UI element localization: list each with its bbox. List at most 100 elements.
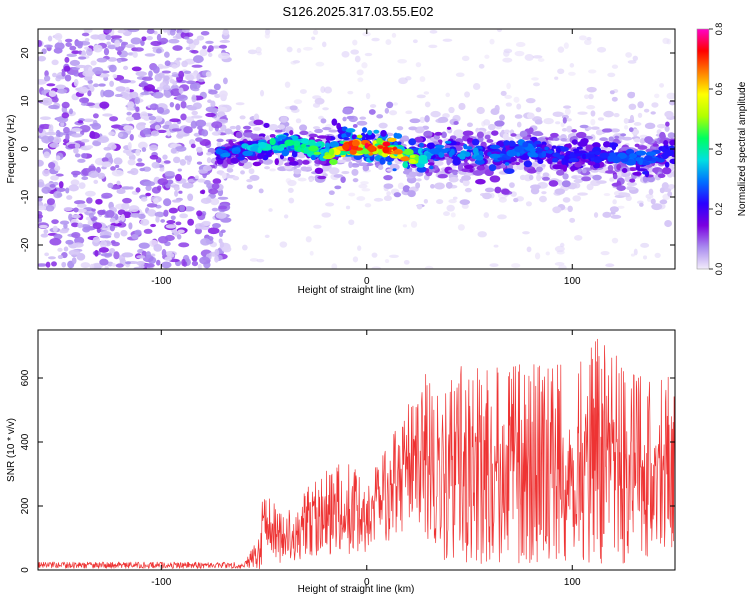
spectrogram-noise-blob: [187, 155, 192, 163]
spectrogram-signal-blob: [384, 107, 390, 114]
spectrogram-signal-blob: [603, 110, 614, 118]
spectrogram-noise-blob: [191, 115, 203, 119]
spectrogram-signal-blob: [367, 145, 376, 153]
spectrogram-noise-blob: [76, 208, 87, 213]
spectrogram-noise-blob: [163, 198, 172, 207]
spectrogram-noise-blob: [161, 70, 171, 74]
spectrogram-signal-blob: [607, 164, 614, 172]
spectrogram-signal-blob: [312, 126, 320, 130]
spectrogram-noise-blob: [154, 211, 165, 218]
spectrogram-noise-blob: [442, 38, 453, 42]
spectrogram-noise-blob: [140, 196, 148, 202]
spectrogram-signal-blob: [614, 135, 620, 139]
spectrogram-noise-blob: [356, 69, 364, 76]
spectrogram-noise-blob: [137, 141, 148, 150]
spectrogram-noise-blob: [360, 181, 369, 185]
spectrogram-noise-blob: [56, 193, 63, 198]
spectrogram-noise-blob: [568, 71, 576, 76]
spectrogram-noise-blob: [49, 142, 60, 148]
spectrogram-signal-blob: [519, 174, 526, 181]
spectrogram-noise-blob: [654, 252, 661, 258]
spectrogram-signal-blob: [562, 165, 567, 172]
spectrogram-noise-blob: [537, 58, 545, 62]
spectrogram-signal-blob: [414, 136, 424, 143]
y-tick-label: 200: [20, 497, 31, 514]
spectrogram-noise-blob: [112, 74, 118, 79]
spectrogram-signal-blob: [341, 170, 350, 175]
spectrogram-noise-blob: [208, 89, 218, 95]
spectrogram-signal-blob: [258, 141, 267, 149]
spectrogram-noise-blob: [38, 55, 47, 62]
spectrogram-noise-blob: [534, 252, 541, 260]
spectrogram-noise-blob: [216, 138, 224, 143]
colorbar-tick-label: 0.6: [714, 83, 724, 96]
spectrogram-noise-blob: [116, 180, 121, 186]
spectrogram-signal-blob: [648, 188, 654, 196]
spectrogram-signal-blob: [497, 157, 507, 161]
spectrogram-noise-blob: [93, 44, 103, 53]
spectrogram-noise-blob: [361, 188, 371, 192]
spectrogram-noise-blob: [109, 224, 116, 232]
spectrogram-signal-blob: [507, 140, 516, 147]
spectrogram-signal-blob: [416, 178, 422, 182]
spectrogram-noise-blob: [169, 79, 176, 84]
spectrogram-noise-blob: [79, 124, 91, 133]
spectrogram-noise-blob: [303, 46, 313, 51]
spectrogram-noise-blob: [146, 36, 153, 41]
spectrogram-noise-blob: [493, 244, 499, 248]
spectrogram-noise-blob: [163, 75, 170, 81]
spectrogram-noise-blob: [215, 212, 227, 219]
spectrogram-noise-blob: [87, 90, 92, 97]
spectrogram-noise-blob: [115, 263, 124, 268]
spectrogram-signal-blob: [376, 137, 383, 144]
spectrogram-noise-blob: [163, 29, 168, 33]
spectrogram-noise-blob: [131, 112, 142, 121]
spectrogram-noise-blob: [52, 72, 57, 78]
spectrogram-noise-blob: [654, 93, 660, 99]
spectrogram-noise-blob: [90, 60, 97, 66]
spectrogram-signal-blob: [329, 141, 340, 148]
spectrogram-signal-blob: [652, 143, 659, 147]
spectrogram-signal-blob: [577, 111, 588, 115]
spectrogram-signal-blob: [531, 131, 543, 136]
spectrogram-noise-blob: [497, 214, 507, 220]
spectrogram-noise-blob: [525, 201, 532, 207]
spectrogram-noise-blob: [121, 252, 134, 258]
spectrogram-signal-blob: [221, 160, 228, 169]
spectrogram-noise-blob: [477, 231, 487, 238]
colorbar-tick-label: 0.2: [714, 203, 724, 216]
spectrogram-noise-blob: [191, 110, 198, 116]
spectrogram-signal-blob: [401, 135, 409, 140]
spectrogram-noise-blob: [452, 196, 458, 200]
spectrogram-signal-blob: [328, 148, 335, 156]
spectrogram-signal-blob: [423, 198, 428, 204]
spectrogram-noise-blob: [181, 60, 188, 68]
spectrogram-noise-blob: [74, 40, 84, 47]
spectrogram-signal-blob: [587, 161, 596, 166]
spectrogram-noise-blob: [196, 161, 203, 165]
spectrogram-noise-blob: [94, 249, 99, 257]
spectrogram-noise-blob: [83, 118, 95, 123]
spectrogram-noise-blob: [145, 192, 152, 197]
spectrogram-noise-blob: [242, 244, 248, 251]
spectrogram-noise-blob: [128, 222, 133, 230]
spectrogram-noise-blob: [587, 69, 597, 74]
spectrogram-noise-blob: [137, 158, 143, 163]
spectrogram-signal-blob: [529, 148, 536, 153]
spectrogram-signal-blob: [523, 160, 533, 168]
spectrogram-signal-blob: [307, 139, 316, 147]
spectrogram-noise-blob: [264, 234, 270, 239]
spectrogram-signal-blob: [429, 165, 434, 170]
spectrogram-noise-blob: [365, 92, 371, 100]
spectrogram-noise-blob: [39, 116, 52, 120]
spectrogram-noise-blob: [149, 144, 159, 151]
spectrogram-signal-blob: [403, 155, 409, 162]
spectrogram-signal-blob: [552, 164, 562, 170]
spectrogram-noise-blob: [106, 41, 111, 46]
spectrogram-noise-blob: [369, 104, 377, 109]
spectrogram-noise-blob: [290, 60, 297, 65]
spectrogram-signal-blob: [454, 145, 463, 151]
spectrogram-noise-blob: [446, 204, 455, 212]
spectrogram-signal-blob: [239, 115, 246, 120]
